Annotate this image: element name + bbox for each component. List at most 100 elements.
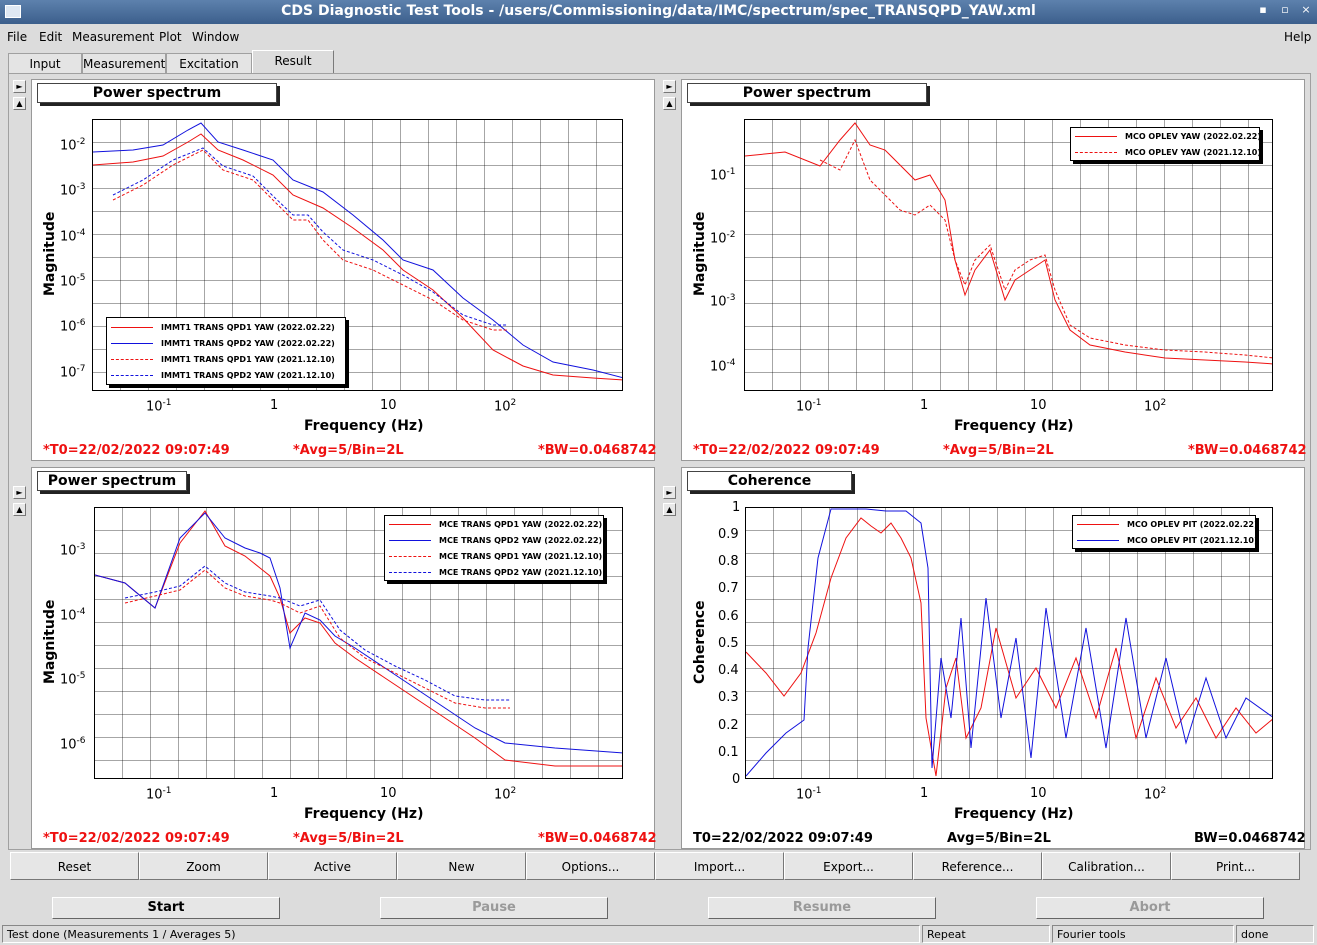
legend-label: MCE TRANS QPD2 YAW (2021.12.10)	[439, 568, 603, 577]
maximize-icon[interactable]: ▫	[1281, 3, 1289, 16]
import-button[interactable]: Import...	[655, 852, 784, 880]
plot-2-ytick: 10-1	[710, 167, 736, 184]
plot-2-xtick: 10	[1030, 398, 1047, 413]
plot-2-axes[interactable]	[744, 119, 1273, 391]
pad-2-up-arrow-icon[interactable]: ▲	[663, 97, 676, 110]
pad-2-right-arrow-icon[interactable]: ►	[663, 80, 676, 93]
status-state: done	[1236, 925, 1314, 943]
plot-4-legend[interactable]: MCO OPLEV PIT (2022.02.22) MCO OPLEV PIT…	[1072, 515, 1258, 549]
plot-4-bw: BW=0.0468742	[1194, 831, 1306, 846]
plot-2-series-2022	[745, 122, 1272, 365]
plot-4-ytick: 0.1	[718, 745, 739, 760]
plot-button-bar: Reset Zoom Active New Options... Import.…	[8, 852, 1311, 882]
legend-entry: MCE TRANS QPD2 YAW (2021.12.10)	[389, 568, 602, 577]
reference-button[interactable]: Reference...	[913, 852, 1042, 880]
close-icon[interactable]: ×	[1301, 3, 1311, 16]
new-button[interactable]: New	[397, 852, 526, 880]
plot-1-ytick: 10-6	[60, 318, 86, 335]
export-button[interactable]: Export...	[784, 852, 913, 880]
plot-1-xtick: 10-1	[146, 398, 172, 415]
pad-3-up-arrow-icon[interactable]: ▲	[13, 503, 26, 516]
legend-entry: MCO OPLEV PIT (2022.02.22)	[1077, 520, 1258, 529]
plot-4-ytick: 1	[732, 500, 741, 515]
minimize-icon[interactable]: ▪	[1259, 3, 1267, 16]
plot-4-axes[interactable]	[745, 507, 1273, 779]
status-fourier: Fourier tools	[1052, 925, 1234, 943]
menu-edit[interactable]: Edit	[39, 30, 63, 44]
pad-4-right-arrow-icon[interactable]: ►	[663, 486, 676, 499]
calibration-button[interactable]: Calibration...	[1042, 852, 1171, 880]
legend-entry: MCE TRANS QPD1 YAW (2022.02.22)	[389, 520, 602, 529]
pause-button[interactable]: Pause	[380, 897, 608, 919]
menu-help[interactable]: Help	[1284, 30, 1312, 44]
reset-button[interactable]: Reset	[10, 852, 139, 880]
legend-line	[389, 524, 431, 525]
legend-label: IMMT1 TRANS QPD1 YAW (2022.02.22)	[161, 323, 335, 332]
plot-1-series-qpd1-2022	[93, 133, 622, 381]
plot-4-xtick: 102	[1144, 786, 1167, 803]
legend-entry: IMMT1 TRANS QPD1 YAW (2022.02.22)	[111, 323, 335, 332]
active-button[interactable]: Active	[268, 852, 397, 880]
plot-pad-3[interactable]: Power spectrum 10-3 10-4 10-5 10-6 10-1 …	[31, 467, 657, 849]
plot-3-series-qpd1-2021	[124, 569, 510, 709]
plot-1-ytick: 10-4	[60, 228, 86, 245]
pad-3-right-arrow-icon[interactable]: ►	[13, 486, 26, 499]
plot-3-bw: *BW=0.0468742	[538, 831, 657, 846]
abort-button[interactable]: Abort	[1036, 897, 1264, 919]
plot-2-xlabel: Frequency (Hz)	[954, 418, 1074, 434]
legend-label: MCO OPLEV YAW (2021.12.10)	[1125, 148, 1262, 157]
result-panel	[8, 73, 1311, 850]
zoom-button[interactable]: Zoom	[139, 852, 268, 880]
window-menu-icon[interactable]	[5, 5, 21, 18]
start-button[interactable]: Start	[52, 897, 280, 919]
plot-2-series-2021	[819, 138, 1272, 359]
plot-2-t0: *T0=22/02/2022 09:07:49	[693, 443, 880, 458]
menu-file[interactable]: File	[7, 30, 28, 44]
plot-1-xtick: 1	[270, 398, 279, 413]
plot-4-avg: Avg=5/Bin=2L	[947, 831, 1051, 846]
plot-4-ytick: 0.5	[718, 636, 739, 651]
plot-3-series-qpd2-2021	[124, 565, 510, 701]
plot-pad-1[interactable]: Power spectrum 10-2 10-3 10-4 10-5 10-6 …	[31, 79, 657, 461]
plot-3-series-qpd1-2022	[95, 510, 622, 767]
plot-pad-2[interactable]: Power spectrum 10-1 10-2 10-3 10-4 10-1 …	[681, 79, 1307, 461]
tab-result[interactable]: Result	[252, 50, 334, 74]
legend-entry: IMMT1 TRANS QPD2 YAW (2022.02.22)	[111, 339, 335, 348]
plot-1-canvas	[93, 122, 622, 381]
plot-2-bw: *BW=0.0468742	[1188, 443, 1307, 458]
plot-1-ytick: 10-2	[60, 137, 86, 154]
legend-entry: MCO OPLEV YAW (2022.02.22)	[1075, 132, 1261, 141]
plot-3-ytick: 10-4	[60, 607, 86, 624]
plot-2-xtick: 1	[920, 398, 929, 413]
plot-1-ytick: 10-7	[60, 364, 86, 381]
legend-label: MCO OPLEV PIT (2021.12.10)	[1127, 536, 1258, 545]
legend-line	[389, 540, 431, 541]
tab-input[interactable]: Input	[8, 53, 82, 74]
menu-measurement[interactable]: Measurement	[72, 30, 155, 44]
legend-label: MCE TRANS QPD2 YAW (2022.02.22)	[439, 536, 603, 545]
plot-2-ytick: 10-3	[710, 293, 736, 310]
plot-3-legend[interactable]: MCE TRANS QPD1 YAW (2022.02.22) MCE TRAN…	[384, 515, 604, 581]
plot-1-legend[interactable]: IMMT1 TRANS QPD1 YAW (2022.02.22) IMMT1 …	[106, 317, 346, 385]
status-message: Test done (Measurements 1 / Averages 5)	[2, 925, 920, 943]
menu-window[interactable]: Window	[192, 30, 240, 44]
plot-2-legend[interactable]: MCO OPLEV YAW (2022.02.22) MCO OPLEV YAW…	[1070, 127, 1262, 161]
menu-plot[interactable]: Plot	[159, 30, 182, 44]
pad-1-up-arrow-icon[interactable]: ▲	[13, 97, 26, 110]
print-button[interactable]: Print...	[1171, 852, 1300, 880]
pad-1-right-arrow-icon[interactable]: ►	[13, 80, 26, 93]
plot-2-ytick: 10-4	[710, 358, 736, 375]
tab-measurement[interactable]: Measurement	[82, 53, 166, 74]
pad-4-up-arrow-icon[interactable]: ▲	[663, 503, 676, 516]
plot-4-canvas	[746, 508, 1272, 777]
plot-4-ytick: 0.4	[718, 663, 739, 678]
legend-label: IMMT1 TRANS QPD2 YAW (2022.02.22)	[161, 339, 335, 348]
options-button[interactable]: Options...	[526, 852, 655, 880]
tab-excitation[interactable]: Excitation	[166, 53, 252, 74]
plot-3-t0: *T0=22/02/2022 09:07:49	[43, 831, 230, 846]
plot-2-ytick: 10-2	[710, 230, 736, 247]
plot-pad-4[interactable]: Coherence 1 0.9 0.8 0.7 0.6 0.5 0.4 0.3 …	[681, 467, 1306, 849]
plot-4-ytick: 0	[732, 772, 741, 787]
legend-label: MCO OPLEV PIT (2022.02.22)	[1127, 520, 1258, 529]
resume-button[interactable]: Resume	[708, 897, 936, 919]
